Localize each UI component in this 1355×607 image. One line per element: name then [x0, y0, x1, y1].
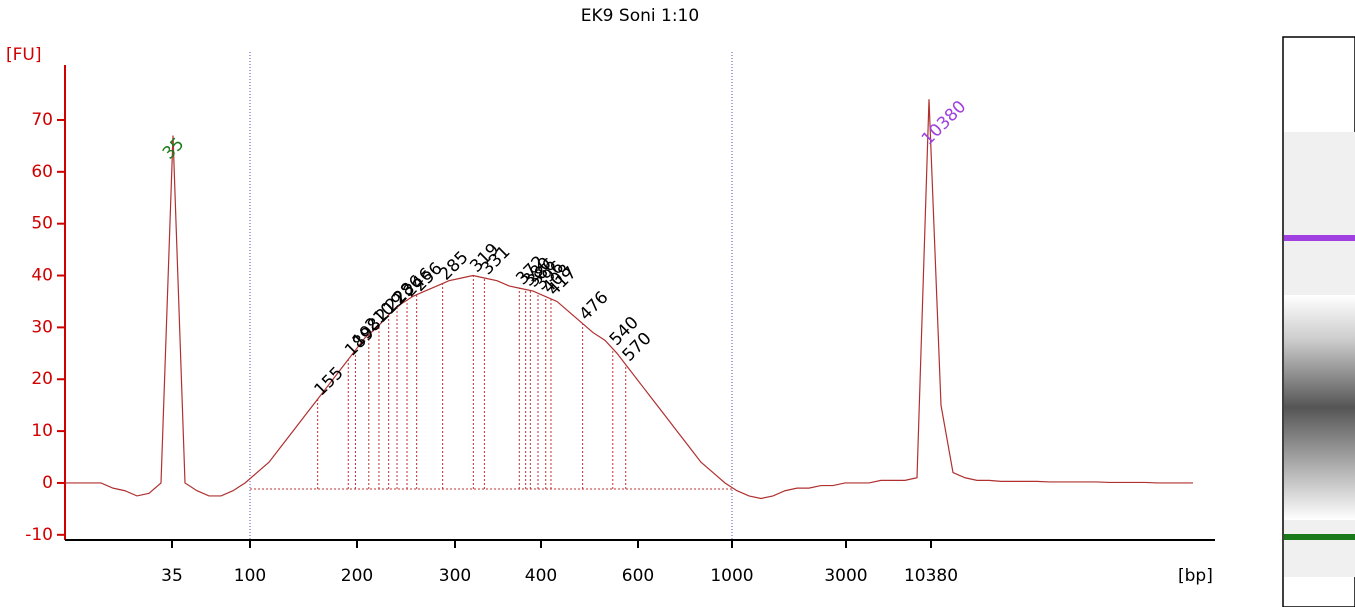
lane-smear	[1284, 295, 1355, 520]
y-tick-label: 30	[31, 317, 53, 337]
peak-label: 155	[311, 363, 348, 400]
lower-marker-label: 35	[159, 134, 188, 163]
y-tick-label: 60	[31, 162, 53, 182]
x-tick-label: 1000	[710, 566, 753, 586]
x-tick-label: 400	[525, 566, 557, 586]
y-tick-label: 70	[31, 110, 53, 130]
x-axis-label: [bp]	[1178, 566, 1213, 586]
y-tick-label: -10	[25, 525, 53, 545]
x-tick-label: 600	[622, 566, 654, 586]
x-tick-label: 3000	[824, 566, 867, 586]
x-tick-label: 300	[439, 566, 471, 586]
trace	[65, 99, 1193, 500]
y-tick-label: 0	[42, 473, 53, 493]
upper-marker-label: 10380	[918, 97, 970, 149]
upper-band	[1284, 235, 1355, 241]
peak-label: 476	[576, 288, 613, 325]
y-tick-label: 20	[31, 369, 53, 389]
x-tick-label: 10380	[904, 566, 958, 586]
x-tick-label: 200	[341, 566, 373, 586]
y-tick-label: 40	[31, 266, 53, 286]
lower-band	[1284, 534, 1355, 540]
chart-title: EK9 Soni 1:10	[581, 6, 699, 26]
x-tick-label: 35	[161, 566, 183, 586]
y-tick-label: 50	[31, 214, 53, 234]
gel-lane	[1282, 36, 1355, 607]
peak-label: 285	[436, 247, 473, 284]
y-tick-label: 10	[31, 421, 53, 441]
y-axis-label: [FU]	[6, 45, 42, 65]
x-tick-label: 100	[234, 566, 266, 586]
